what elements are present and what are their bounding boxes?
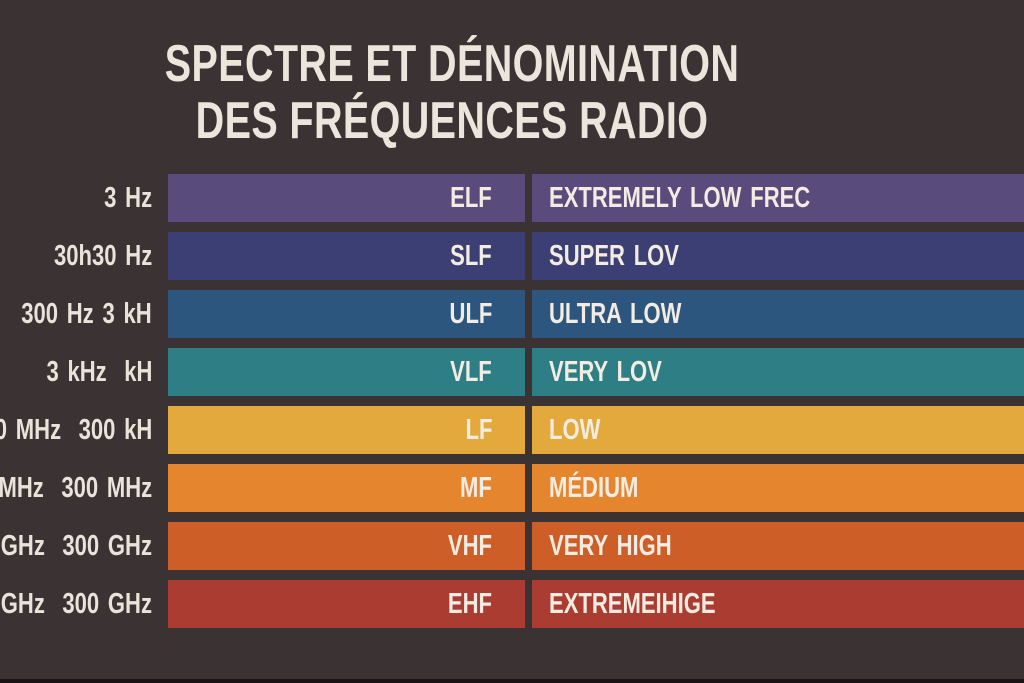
frequency-range-text: GHz 300 GHz — [0, 587, 152, 620]
spectrum-row: GHz 300 GHz EHF EXTREMEIHIGE — [0, 580, 1024, 628]
spectrum-row: 3 kHz kH VLF VERY LOV — [0, 348, 1024, 396]
frequency-range-label: 0 MHz 300 kH — [0, 406, 152, 454]
band-name-segment: EXTREMELY LOW FREC — [532, 174, 1024, 222]
segment-divider-gap — [525, 174, 532, 222]
band-name: EXTREMELY LOW FREC — [549, 181, 811, 214]
band-name-segment: VERY HIGH — [532, 522, 1024, 570]
band-name: VERY HIGH — [549, 529, 672, 562]
band-name: EXTREMEIHIGE — [549, 587, 716, 620]
page-title-line-1: SPECTRE ET DÉNOMINATION — [164, 35, 740, 93]
band-name-segment: LOW — [532, 406, 1024, 454]
band-abbreviation-segment: SLF — [168, 232, 525, 280]
segment-divider-gap — [525, 232, 532, 280]
band-abbreviation-segment: MF — [168, 464, 525, 512]
spectrum-row: 30h30 Hz SLF SUPER LOV — [0, 232, 1024, 280]
frequency-range-label: 30h30 Hz — [23, 232, 152, 280]
spectrum-row-bar: VHF VERY HIGH — [168, 522, 1024, 570]
band-name-segment: SUPER LOV — [532, 232, 1024, 280]
band-name-segment: EXTREMEIHIGE — [532, 580, 1024, 628]
spectrum-row-bar: ELF EXTREMELY LOW FREC — [168, 174, 1024, 222]
band-name: ULTRA LOW — [549, 297, 682, 330]
segment-divider-gap — [525, 580, 532, 628]
frequency-range-label: MHz 300 MHz — [0, 464, 152, 512]
band-abbreviation: LF — [465, 413, 492, 446]
spectrum-row-bar: MF MÉDIUM — [168, 464, 1024, 512]
band-abbreviation: ELF — [450, 181, 492, 214]
band-abbreviation-segment: EHF — [168, 580, 525, 628]
spectrum-row: MHz 300 MHz MF MÉDIUM — [0, 464, 1024, 512]
frequency-range-label: 3 Hz — [89, 174, 152, 222]
band-abbreviation-segment: ELF — [168, 174, 525, 222]
band-name-segment: ULTRA LOW — [532, 290, 1024, 338]
spectrum-row-bar: EHF EXTREMEIHIGE — [168, 580, 1024, 628]
spectrum-row: 3 Hz ELF EXTREMELY LOW FREC — [0, 174, 1024, 222]
frequency-range-label: GHz 300 GHz — [0, 580, 152, 628]
band-abbreviation-segment: ULF — [168, 290, 525, 338]
segment-divider-gap — [525, 348, 532, 396]
page-title: SPECTRE ET DÉNOMINATION DES FRÉQUENCES R… — [0, 36, 904, 150]
frequency-range-text: 300 Hz 3 kH — [21, 297, 152, 330]
band-abbreviation: SLF — [450, 239, 492, 272]
band-abbreviation: VHF — [447, 529, 492, 562]
band-abbreviation-segment: VHF — [168, 522, 525, 570]
band-name: VERY LOV — [549, 355, 662, 388]
frequency-range-label: 3 kHz kH — [13, 348, 152, 396]
segment-divider-gap — [525, 522, 532, 570]
spectrum-row: 0 MHz 300 kH LF LOW — [0, 406, 1024, 454]
band-name-segment: VERY LOV — [532, 348, 1024, 396]
band-abbreviation: VLF — [450, 355, 492, 388]
bottom-edge-strip — [0, 679, 1024, 683]
spectrum-row-bar: ULF ULTRA LOW — [168, 290, 1024, 338]
spectrum-row-bar: SLF SUPER LOV — [168, 232, 1024, 280]
spectrum-row-bar: VLF VERY LOV — [168, 348, 1024, 396]
band-name: SUPER LOV — [549, 239, 680, 272]
frequency-range-label: GHz 300 GHz — [0, 522, 152, 570]
band-abbreviation-segment: VLF — [168, 348, 525, 396]
band-abbreviation: MF — [460, 471, 492, 504]
spectrum-row: 300 Hz 3 kH ULF ULTRA LOW — [0, 290, 1024, 338]
band-abbreviation: ULF — [449, 297, 492, 330]
page-title-line-2: DES FRÉQUENCES RADIO — [195, 92, 709, 150]
band-name: MÉDIUM — [549, 471, 639, 504]
frequency-range-text: 0 MHz 300 kH — [0, 413, 152, 446]
spectrum-row: GHz 300 GHz VHF VERY HIGH — [0, 522, 1024, 570]
band-abbreviation-segment: LF — [168, 406, 525, 454]
frequency-range-label: 300 Hz 3 kH — [0, 290, 152, 338]
segment-divider-gap — [525, 290, 532, 338]
frequency-range-text: MHz 300 MHz — [0, 471, 152, 504]
spectrum-row-bar: LF LOW — [168, 406, 1024, 454]
frequency-range-text: 3 kHz kH — [46, 355, 152, 388]
band-name: LOW — [549, 413, 601, 446]
spectrum-table: 3 Hz ELF EXTREMELY LOW FREC 30h30 Hz SLF… — [0, 174, 1024, 638]
frequency-range-text: 3 Hz — [104, 181, 152, 214]
frequency-range-text: GHz 300 GHz — [0, 529, 152, 562]
frequency-range-text: 30h30 Hz — [53, 239, 152, 272]
band-name-segment: MÉDIUM — [532, 464, 1024, 512]
segment-divider-gap — [525, 406, 532, 454]
segment-divider-gap — [525, 464, 532, 512]
band-abbreviation: EHF — [447, 587, 492, 620]
